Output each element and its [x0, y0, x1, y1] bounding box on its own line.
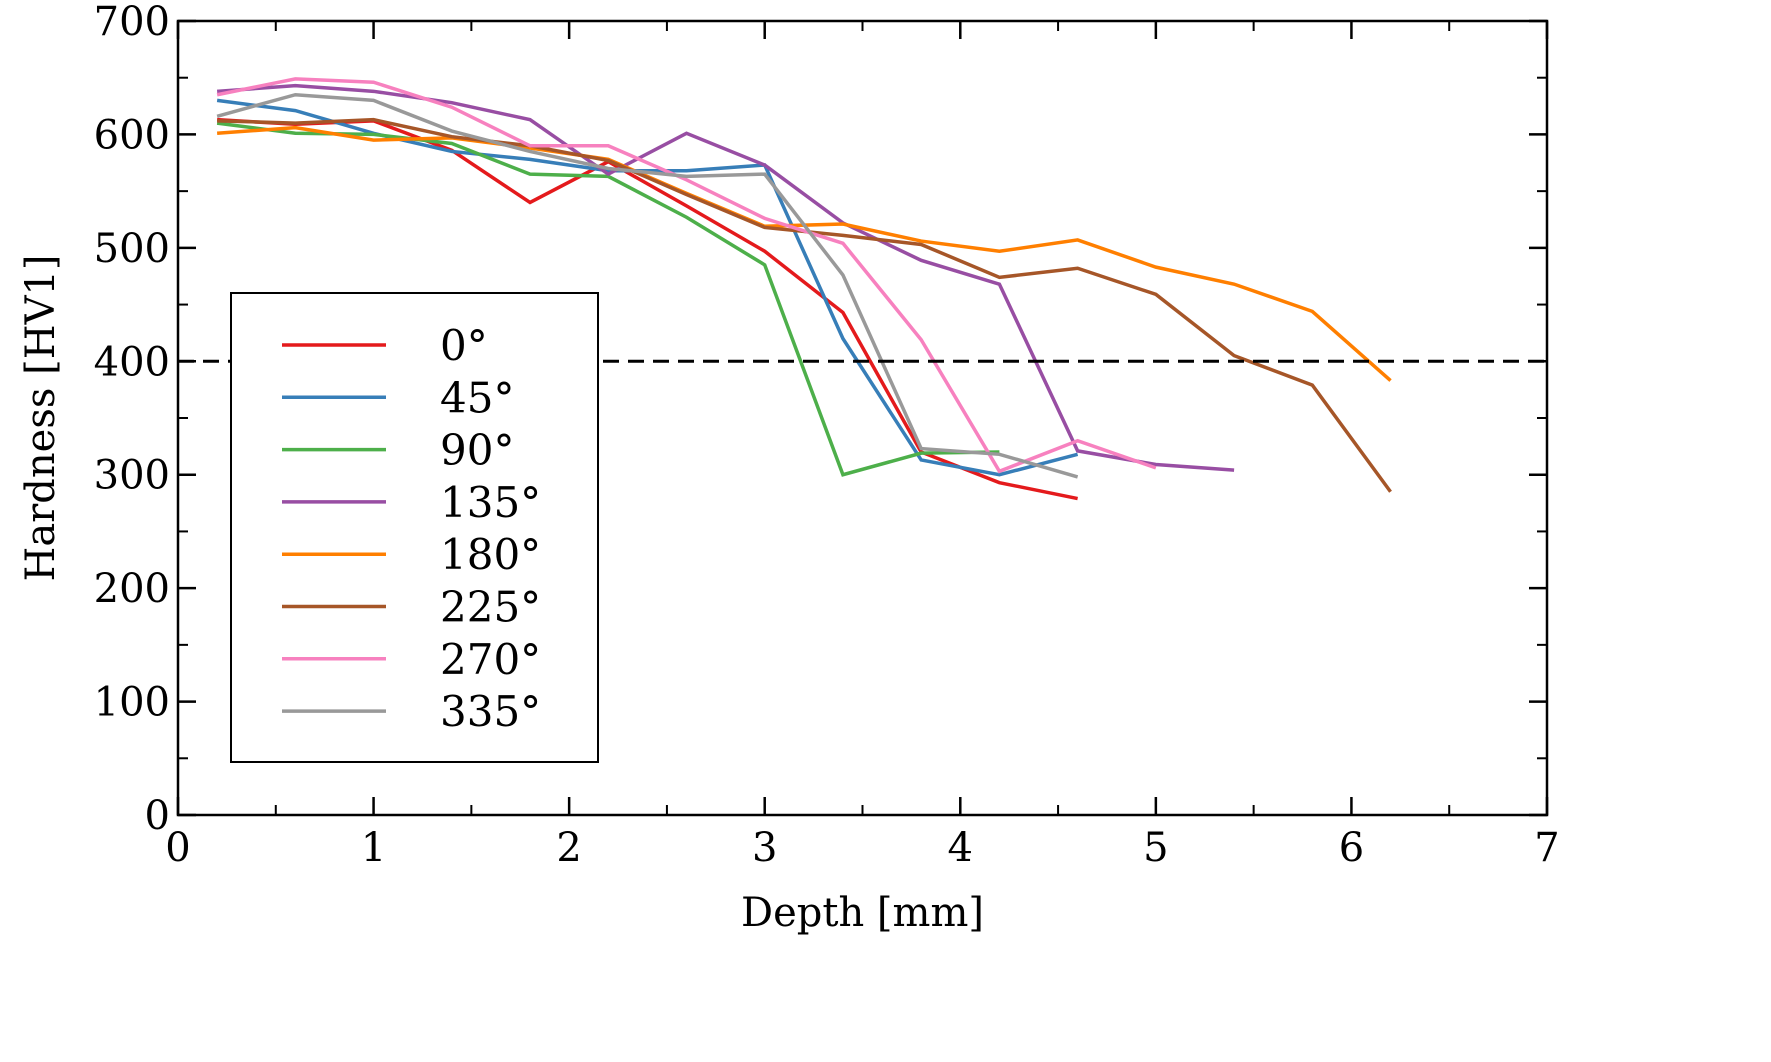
x-tick-label: 2 — [556, 825, 581, 871]
x-tick-label: 5 — [1143, 825, 1168, 871]
series-line-3 — [216, 83, 1235, 472]
legend-label: 270° — [440, 635, 541, 684]
y-tick-label: 600 — [94, 112, 170, 158]
y-tick-label: 700 — [94, 0, 170, 45]
x-axis-label: Depth [mm] — [741, 890, 984, 936]
x-tick-label: 1 — [361, 825, 386, 871]
y-tick-label: 200 — [94, 566, 170, 612]
legend-label: 90° — [440, 426, 514, 475]
y-tick-label: 400 — [94, 339, 170, 385]
legend-label: 45° — [440, 373, 514, 422]
y-tick-label: 100 — [94, 680, 170, 726]
y-tick-label: 300 — [94, 453, 170, 499]
legend-label: 225° — [440, 583, 541, 632]
legend-label: 335° — [440, 687, 541, 736]
legend-label: 0° — [440, 321, 488, 370]
series-line-7 — [216, 92, 1079, 479]
series-line-6 — [216, 77, 1157, 474]
x-tick-label: 0 — [165, 825, 190, 871]
x-tick-label: 6 — [1339, 825, 1364, 871]
series-line-2 — [216, 121, 1000, 477]
y-tick-label: 0 — [145, 793, 170, 839]
legend-label: 180° — [440, 530, 541, 579]
x-tick-label: 3 — [752, 825, 777, 871]
legend: 0°45°90°135°180°225°270°335° — [230, 292, 599, 763]
x-tick-label: 4 — [948, 825, 973, 871]
legend-box — [230, 292, 599, 763]
axis-ticks: 0 1 2 3 4 5 6 7 0 100 200 300 400 500 600 700 — [94, 0, 1560, 871]
y-axis-label: Hardness [HV1] — [18, 254, 64, 581]
x-tick-label: 7 — [1534, 825, 1559, 871]
legend-label: 135° — [440, 478, 541, 527]
y-tick-label: 500 — [94, 226, 170, 272]
plot-lines — [216, 77, 1392, 501]
